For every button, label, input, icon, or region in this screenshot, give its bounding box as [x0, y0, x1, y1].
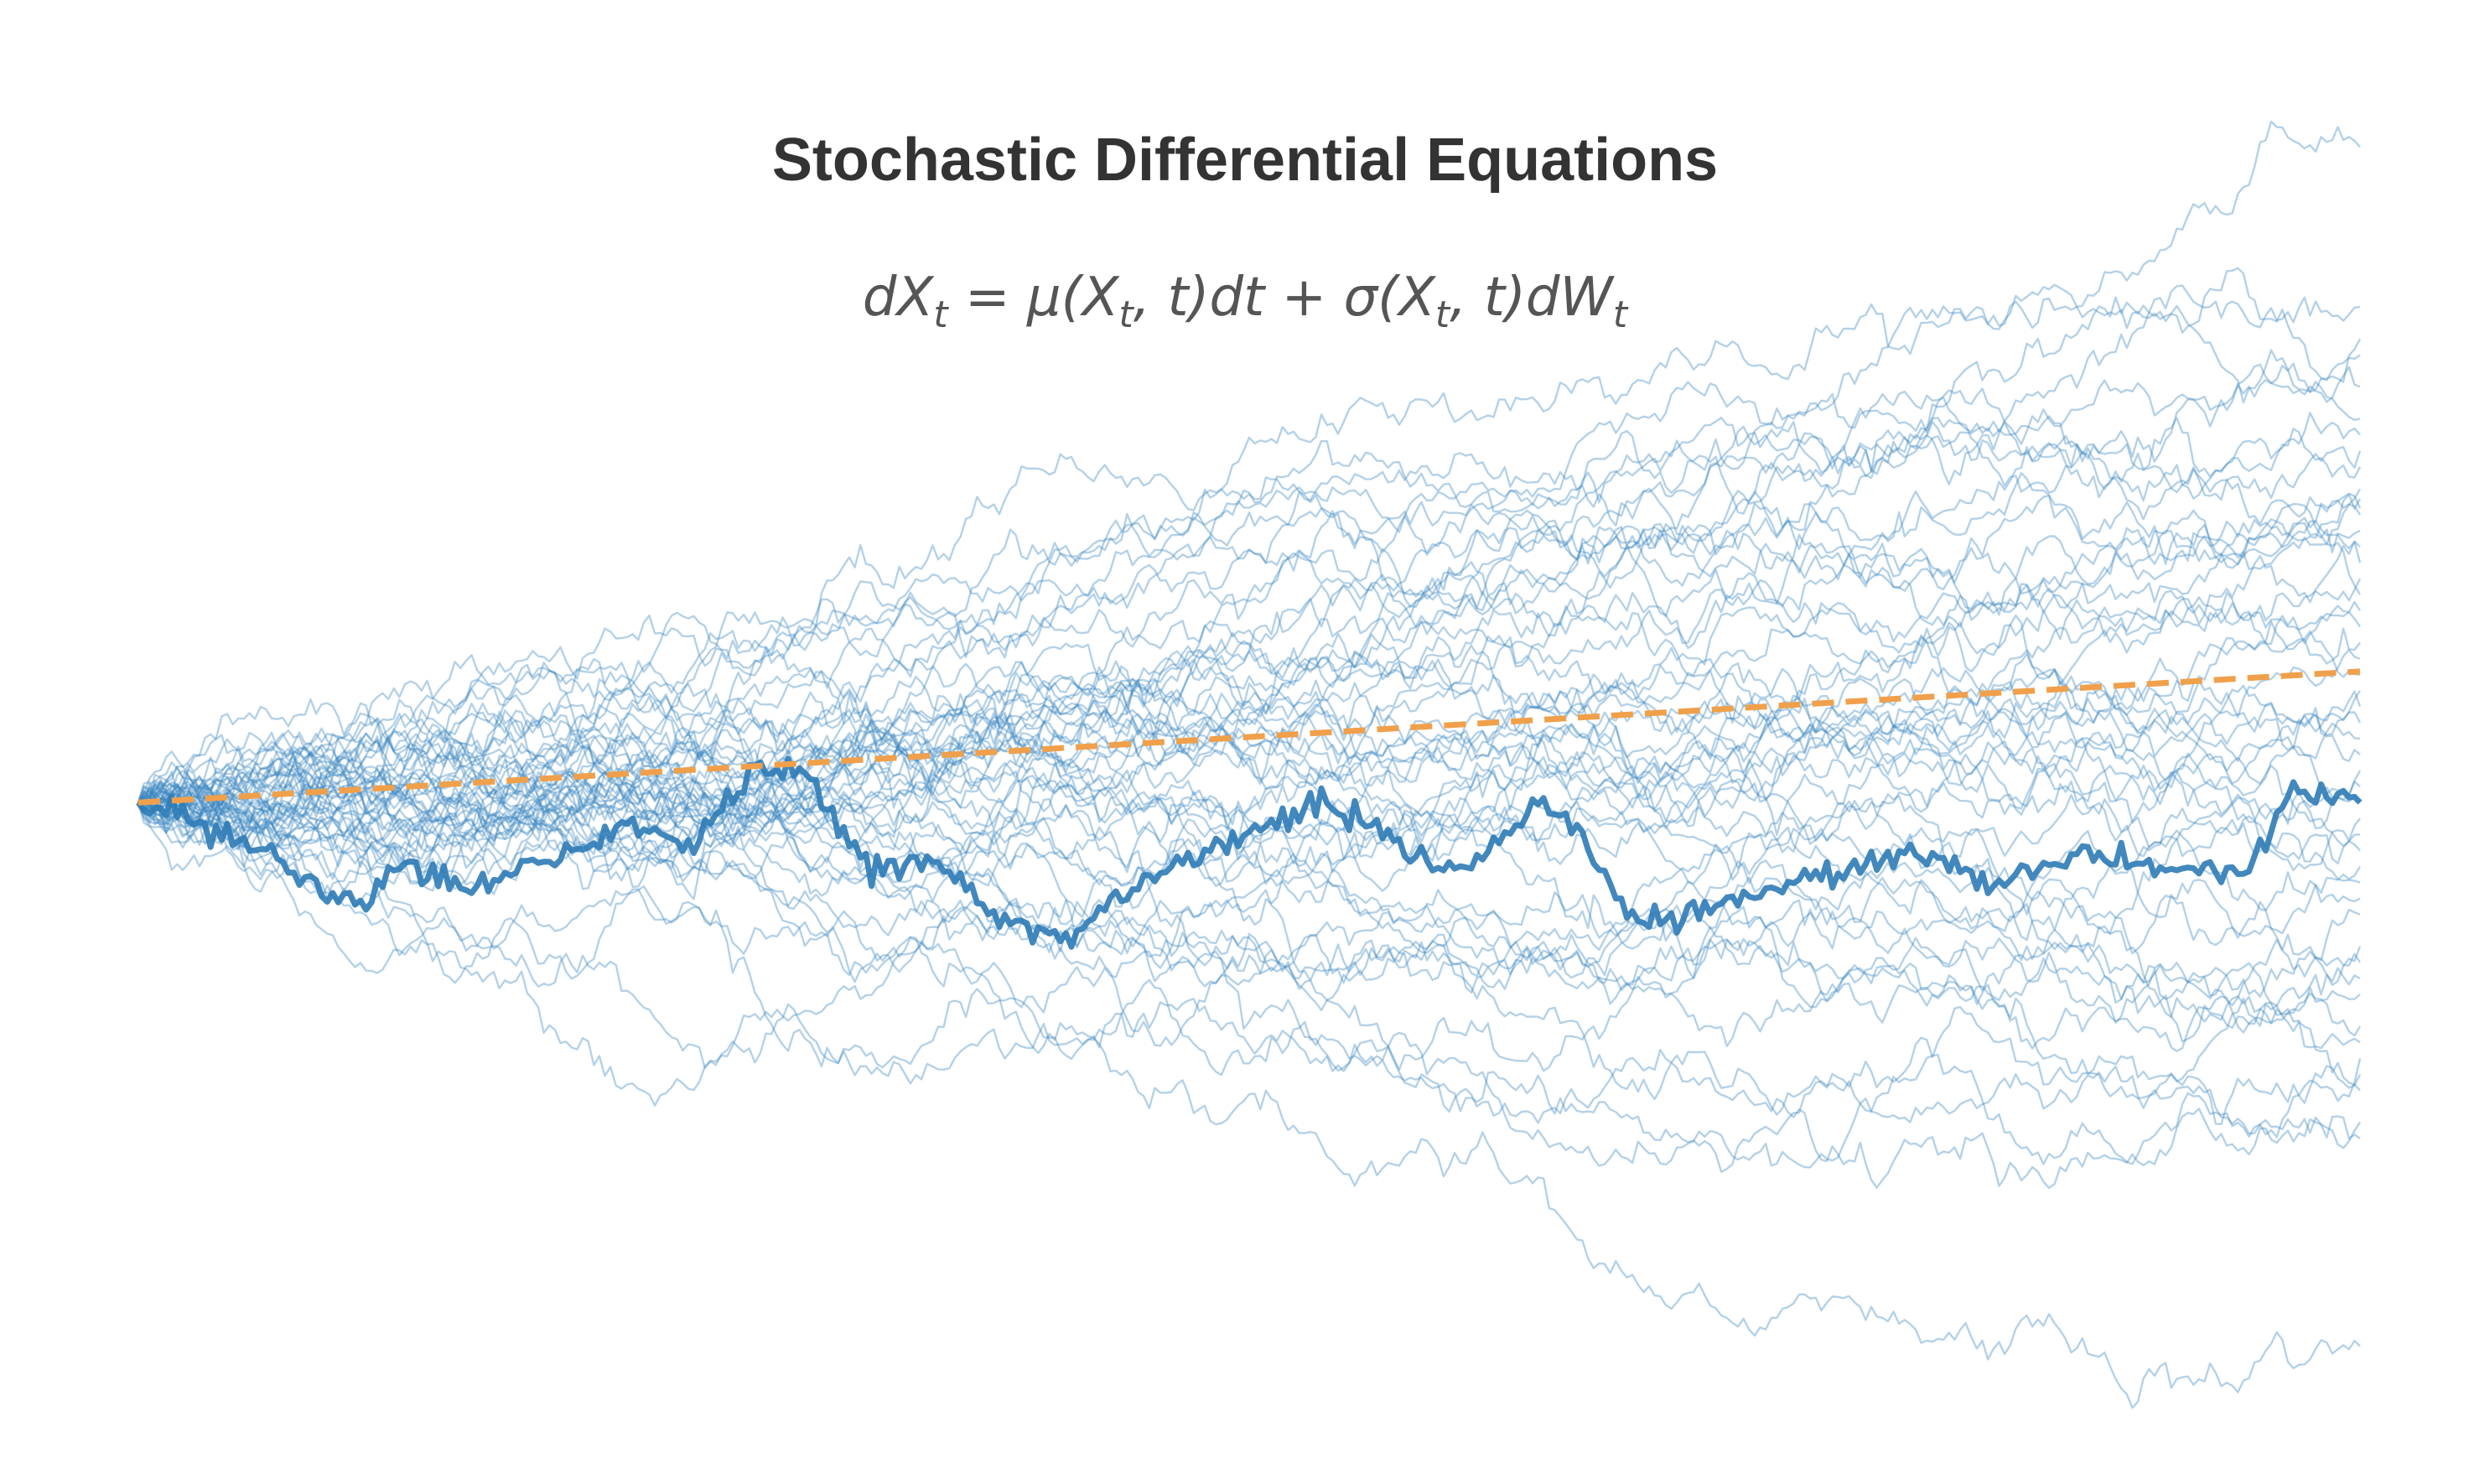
sample-path-50 [137, 363, 2361, 817]
sample-path-39 [137, 776, 2361, 1009]
sample-path-24 [137, 708, 2362, 900]
equation-subscript: t [1434, 293, 1450, 336]
sample-path-18 [137, 596, 2361, 859]
sample-path-10 [137, 492, 2362, 856]
sample-path-46 [137, 766, 2361, 1169]
chart-title: Stochastic Differential Equations [771, 127, 1719, 194]
sample-path-32 [137, 713, 2361, 971]
sample-path-7 [137, 416, 2362, 856]
sample-path-19 [137, 620, 2361, 876]
sample-path-35 [137, 707, 2361, 922]
sample-path-4 [137, 267, 2361, 832]
sample-path-8 [137, 390, 2362, 804]
sample-paths [137, 120, 2362, 1409]
sample-path-1 [137, 120, 2361, 818]
highlighted-path-layer [136, 755, 2363, 950]
sample-path-20 [137, 648, 2361, 890]
sample-path-36 [137, 779, 2361, 1025]
sample-path-31 [137, 684, 2361, 849]
sample-path-6 [137, 412, 2361, 812]
sample-path-49 [137, 488, 2362, 816]
sample-path-26 [137, 632, 2361, 843]
equation-part: , t)dW [1450, 267, 1613, 329]
sample-path-47 [137, 657, 2361, 1050]
sample-path-25 [137, 693, 2361, 869]
sample-path-33 [137, 796, 2362, 1107]
sample-path-43 [137, 768, 2362, 1125]
sample-path-45 [137, 786, 2361, 1189]
sample-path-34 [137, 598, 2361, 884]
equation-subscript: t [933, 293, 948, 336]
sample-path-11 [137, 444, 2361, 855]
highlighted-path [136, 755, 2363, 950]
sample-path-37 [137, 730, 2362, 1043]
sample-path-12 [137, 490, 2361, 837]
sample-path-23 [137, 662, 2362, 804]
sample-path-16 [137, 472, 2362, 822]
mean-trend-line [137, 668, 2361, 806]
sample-path-9 [137, 493, 2362, 810]
equation-subscript: t [1612, 293, 1628, 336]
sample-path-38 [137, 780, 2362, 967]
sample-path-41 [137, 693, 2362, 1037]
mean-trend-layer [137, 668, 2361, 806]
sample-path-2 [137, 284, 2361, 890]
sample-path-15 [137, 578, 2362, 829]
sample-path-44 [137, 745, 2361, 1092]
sample-path-48 [137, 789, 2361, 1409]
equation-part: dX [862, 267, 934, 329]
equation-subscript: t [1118, 293, 1133, 336]
sample-path-3 [137, 338, 2362, 863]
sample-path-5 [137, 304, 2361, 804]
sample-path-29 [137, 642, 2361, 872]
equation-part: = μ(X [947, 267, 1119, 329]
equation-part: , t)dt + σ(X [1133, 267, 1435, 329]
sample-path-27 [137, 649, 2362, 847]
chart-equation: dXt = μ(Xt, t)dt + σ(Xt, t)dWt [0, 267, 2490, 336]
sample-path-42 [137, 793, 2362, 1173]
sample-path-40 [137, 731, 2361, 1082]
